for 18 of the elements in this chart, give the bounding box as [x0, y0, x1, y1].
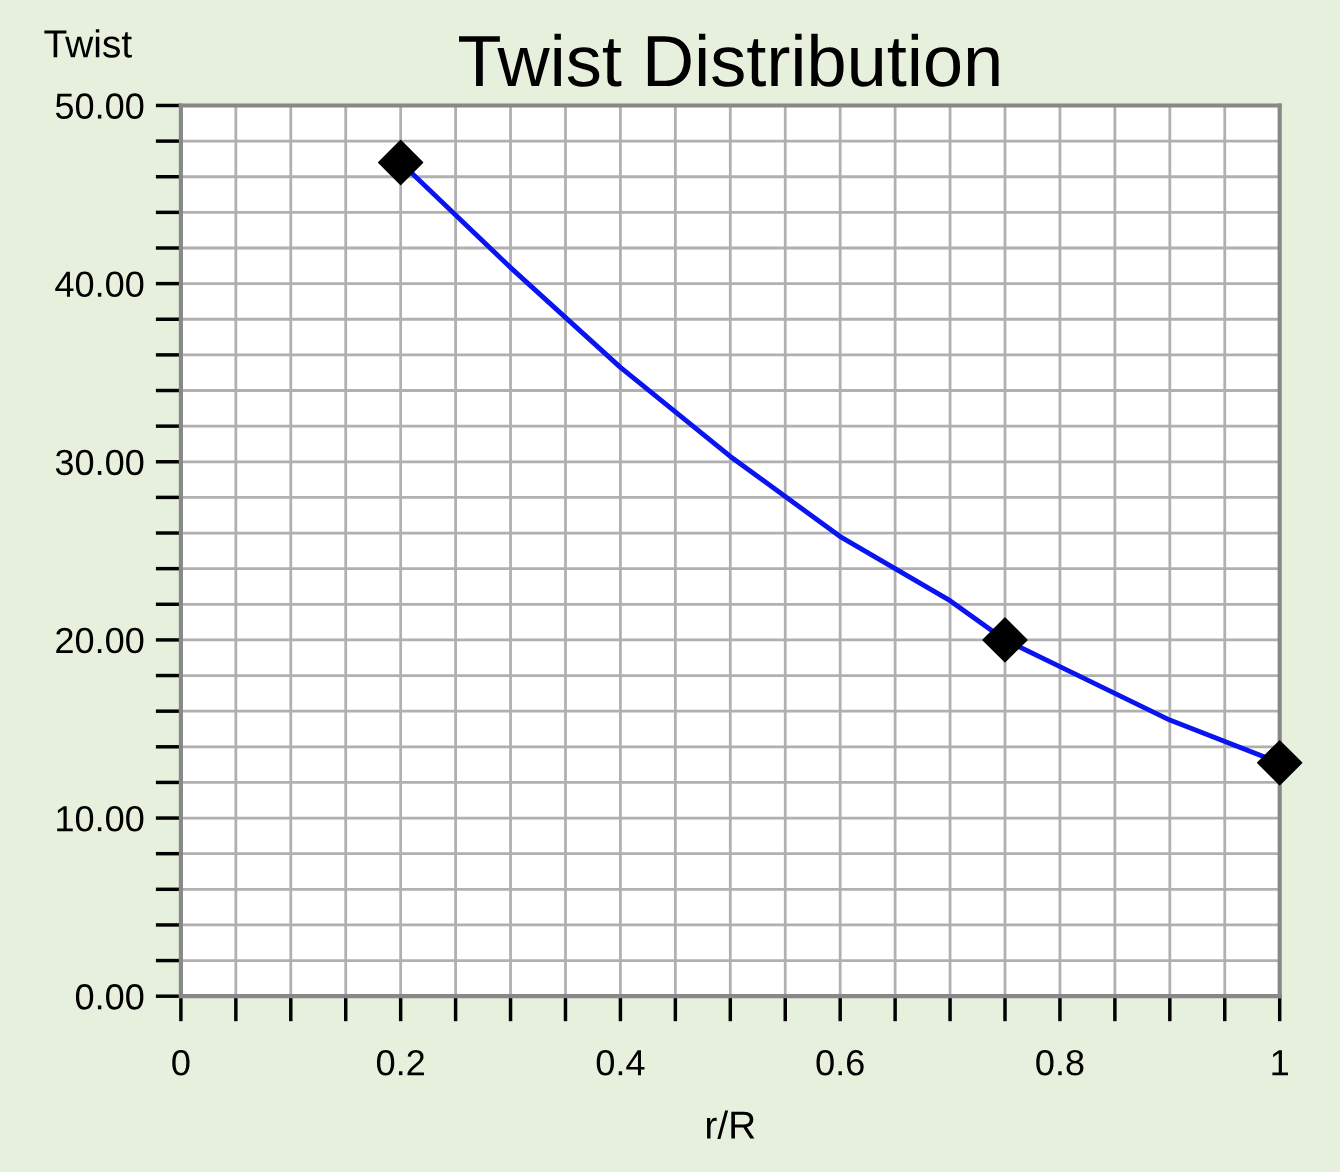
x-tick-label: 1: [1272, 1050, 1288, 1076]
y-axis-title: Twist: [44, 29, 132, 58]
chart-title: Twist Distribution: [459, 33, 999, 87]
y-tick-label: 10.00: [57, 805, 144, 832]
y-tick-label: 30.00: [55, 449, 144, 476]
x-tick-label: 0: [172, 1049, 190, 1076]
x-tick-label: 0.6: [816, 1049, 864, 1076]
point: [982, 617, 1028, 663]
point: [1257, 740, 1303, 786]
x-tick-label: 0.8: [1036, 1049, 1084, 1076]
y-tick-label: 50.00: [55, 93, 144, 119]
y-tick-label: 40.00: [55, 271, 144, 298]
y-tick-label: 20.00: [56, 627, 144, 654]
x-axis-title: r/R: [706, 1110, 755, 1139]
x-tick-label: 0.4: [596, 1049, 645, 1076]
x-tick-label: 0.2: [376, 1049, 424, 1076]
y-tick-label: 0.00: [75, 984, 144, 1010]
point: [378, 139, 424, 186]
